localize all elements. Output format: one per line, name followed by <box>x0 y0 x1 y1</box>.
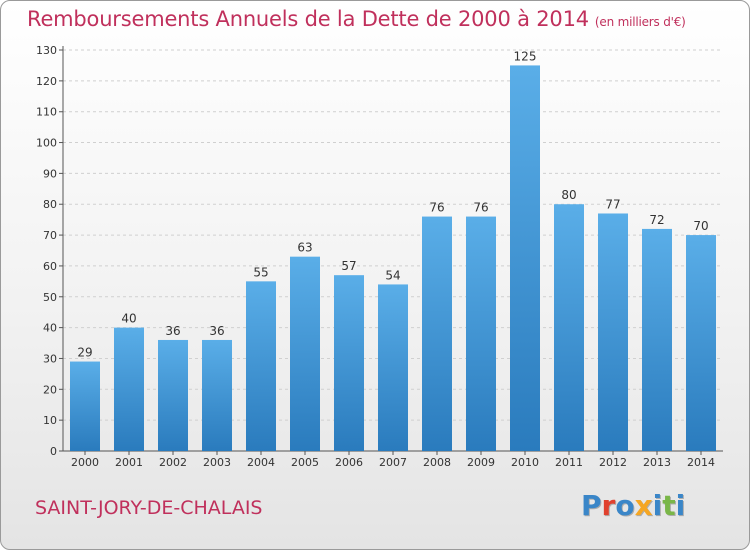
data-label-2006: 57 <box>341 259 356 273</box>
bar-2010 <box>510 65 540 451</box>
chart-unit: (en milliers d'€) <box>594 15 686 29</box>
x-tick-label-2011: 2011 <box>555 456 583 469</box>
x-tick-label-2007: 2007 <box>379 456 407 469</box>
y-tick-label: 100 <box>36 137 57 150</box>
x-tick-label-2003: 2003 <box>203 456 231 469</box>
y-tick-label: 80 <box>43 198 57 211</box>
x-tick-label-2010: 2010 <box>511 456 539 469</box>
y-tick-labels: 0 10 20 30 40 50 60 70 80 90 100 110 120 130 <box>36 44 57 458</box>
bars <box>70 65 716 451</box>
data-label-2004: 55 <box>253 265 268 279</box>
x-tick-label-2005: 2005 <box>291 456 319 469</box>
chart-title: Remboursements Annuels de la Dette de 20… <box>27 7 686 31</box>
y-tick-label: 110 <box>36 106 57 119</box>
y-tick-label: 130 <box>36 44 57 57</box>
logo-letter: i <box>652 489 663 522</box>
y-tick-label: 50 <box>43 291 57 304</box>
bar-2009 <box>466 216 496 451</box>
chart-title-text: Remboursements Annuels de la Dette de 20… <box>27 7 589 31</box>
x-tick-label-2006: 2006 <box>335 456 363 469</box>
y-tick-label: 120 <box>36 75 57 88</box>
data-label-2011: 80 <box>561 188 576 202</box>
y-tick-label: 20 <box>43 383 57 396</box>
y-tick-label: 10 <box>43 414 57 427</box>
bar-2014 <box>686 235 716 451</box>
y-tick-label: 30 <box>43 352 57 365</box>
data-label-2003: 36 <box>209 324 224 338</box>
logo-letter: o <box>615 489 635 522</box>
x-tick-label-2004: 2004 <box>247 456 275 469</box>
logo-letter: t <box>662 489 676 522</box>
bar-2001 <box>114 327 144 451</box>
bar-2008 <box>422 216 452 451</box>
data-label-2012: 77 <box>605 197 620 211</box>
bar-2007 <box>378 284 408 451</box>
data-label-2008: 76 <box>429 201 444 215</box>
data-label-2013: 72 <box>649 213 664 227</box>
bar-2005 <box>290 256 320 451</box>
commune-name: SAINT-JORY-DE-CHALAIS <box>35 497 263 519</box>
data-label-2001: 40 <box>121 312 136 326</box>
x-tick-label-2012: 2012 <box>599 456 627 469</box>
x-tick-label-2013: 2013 <box>643 456 671 469</box>
x-tick-label-2014: 2014 <box>687 456 715 469</box>
bar-2000 <box>70 361 100 451</box>
y-tick-label: 90 <box>43 167 57 180</box>
y-tick-label: 70 <box>43 229 57 242</box>
bar-2012 <box>598 213 628 451</box>
logo-letter: i <box>675 489 686 522</box>
data-label-2005: 63 <box>297 241 312 255</box>
logo-letter: P <box>581 489 602 522</box>
logo-letter: r <box>601 489 616 522</box>
x-tick-label-2008: 2008 <box>423 456 451 469</box>
data-label-2007: 54 <box>385 268 400 282</box>
logo-letter: x <box>634 489 653 522</box>
x-tick-label-2002: 2002 <box>159 456 187 469</box>
bar-2006 <box>334 275 364 451</box>
data-label-2009: 76 <box>473 201 488 215</box>
bar-2003 <box>202 339 232 451</box>
x-tick-label-2000: 2000 <box>71 456 99 469</box>
bar-2013 <box>642 228 672 451</box>
data-label-2014: 70 <box>693 219 708 233</box>
y-tick-label: 0 <box>50 445 57 458</box>
proxiti-logo[interactable]: Proxiti <box>581 489 685 522</box>
bar-2002 <box>158 339 188 451</box>
x-tick-label-2001: 2001 <box>115 456 143 469</box>
data-labels: 29 40 36 36 55 63 57 54 76 76 125 80 77 72 70 <box>77 49 708 359</box>
bar-2004 <box>246 281 276 451</box>
x-tick-labels: 2000 2001 2002 2003 2004 2005 2006 2007 2008 2009… <box>71 456 715 469</box>
y-tick-label: 40 <box>43 322 57 335</box>
x-tick-label-2009: 2009 <box>467 456 495 469</box>
data-label-2002: 36 <box>165 324 180 338</box>
data-label-2000: 29 <box>77 346 92 360</box>
bar-2011 <box>554 204 584 451</box>
y-tick-label: 60 <box>43 260 57 273</box>
data-label-2010: 125 <box>514 49 537 63</box>
